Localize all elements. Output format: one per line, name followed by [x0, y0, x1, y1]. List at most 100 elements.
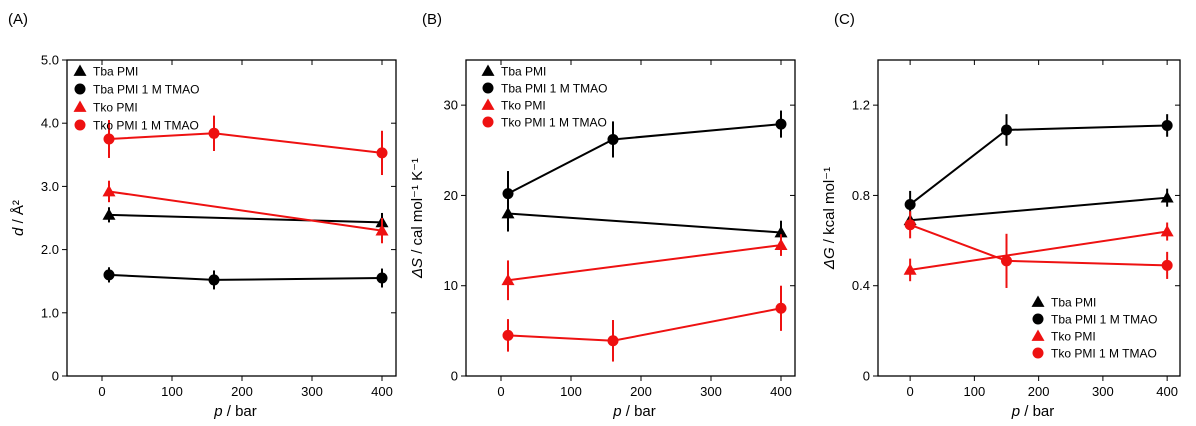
data-point	[208, 127, 220, 139]
legend-marker	[73, 100, 87, 112]
legend: Tba PMI Tba PMI 1 M TMAO Tko PMI Tko PMI 1 …	[73, 64, 199, 133]
legend-marker	[1031, 295, 1045, 307]
panel-a: (A) 0 100 200 300 400 0 1.0 2.0 3.0 4.0 5.0 p / bar d…	[8, 11, 397, 420]
data-point	[903, 263, 917, 275]
x-tick-label: 300	[301, 384, 323, 399]
legend-marker	[482, 82, 494, 94]
y-tick-label: 10	[444, 278, 458, 293]
series-line	[909, 124, 1168, 206]
x-tick-label: 300	[700, 384, 722, 399]
legend-entry: Tko PMI 1 M TMAO	[1051, 347, 1157, 361]
y-tick-label: 0.4	[852, 278, 870, 293]
series-2	[102, 180, 389, 244]
y-axis-variable: ΔG	[821, 247, 838, 270]
data-point	[904, 198, 916, 210]
x-axis-label: p / bar	[1011, 403, 1055, 420]
series-2	[903, 222, 1174, 282]
legend: Tba PMI Tba PMI 1 M TMAO Tko PMI Tko PMI 1 …	[1031, 295, 1157, 361]
x-axis-variable: p	[612, 403, 621, 420]
series-line	[507, 244, 782, 282]
legend-entry: Tba PMI	[1051, 296, 1096, 310]
y-tick-label: 0	[451, 369, 458, 384]
series-line	[910, 196, 1168, 222]
x-tick-label: 100	[161, 384, 183, 399]
y-axis-variable: d	[10, 227, 27, 236]
data-point	[376, 147, 388, 159]
legend-entry: Tko PMI	[501, 99, 546, 113]
legend-entry: Tko PMI	[93, 101, 138, 115]
x-tick-label: 100	[560, 384, 582, 399]
data-point	[376, 272, 388, 284]
data-point	[501, 273, 515, 286]
x-axis-unit: / bar	[223, 403, 257, 420]
series-3	[103, 115, 388, 176]
plot-frame	[877, 59, 1181, 377]
legend-marker	[481, 98, 495, 110]
data-point	[775, 302, 787, 314]
data-point	[1160, 191, 1174, 203]
series-3	[904, 211, 1173, 288]
y-axis-label: ΔS / cal mol⁻¹ K⁻¹	[409, 158, 426, 279]
x-tick-label: 400	[770, 384, 792, 399]
x-axis-variable: p	[213, 403, 222, 420]
data-point	[208, 274, 220, 286]
data-point	[502, 329, 514, 341]
legend-marker	[481, 64, 495, 76]
x-tick-label: 0	[497, 384, 504, 399]
series-line	[909, 223, 1168, 267]
data-point	[102, 184, 116, 197]
data-point	[375, 224, 389, 236]
y-axis-unit: / cal mol⁻¹ K⁻¹	[409, 158, 426, 258]
x-axis-unit: / bar	[622, 403, 656, 420]
series-0	[903, 188, 1174, 226]
legend-marker	[482, 116, 494, 128]
y-axis-unit: / kcal mol⁻¹	[821, 167, 838, 247]
y-axis-variable: ΔS	[409, 258, 426, 279]
series-line	[108, 273, 383, 281]
x-tick-label: 200	[630, 384, 652, 399]
series-3	[502, 285, 787, 362]
legend-marker	[73, 64, 87, 76]
x-tick-label: 0	[907, 384, 914, 399]
y-tick-label: 0	[863, 369, 870, 384]
data-point	[1161, 119, 1173, 131]
series-2	[501, 234, 788, 301]
legend-entry: Tba PMI	[93, 65, 138, 79]
y-tick-label: 1.0	[41, 305, 59, 320]
data-point	[904, 219, 916, 231]
legend-marker	[74, 119, 86, 131]
plot-frame	[465, 59, 796, 377]
panel-b: (B) 0 100 200 300 400 0 10 20 30 p / bar ΔS / cal m…	[409, 11, 796, 420]
y-tick-label: 5.0	[41, 53, 59, 68]
x-tick-label: 0	[98, 384, 105, 399]
legend-entry: Tko PMI 1 M TMAO	[93, 119, 199, 133]
y-tick-label: 20	[444, 188, 458, 203]
y-tick-label: 30	[444, 98, 458, 113]
series-line	[108, 132, 383, 154]
series-0	[102, 207, 389, 232]
series-0	[501, 195, 788, 245]
y-tick-label: 1.2	[852, 98, 870, 113]
y-axis-label: ΔG / kcal mol⁻¹	[821, 167, 838, 270]
x-axis-unit: / bar	[1020, 403, 1054, 420]
data-point	[775, 118, 787, 130]
legend-entry: Tko PMI 1 M TMAO	[501, 116, 607, 130]
x-axis-label: p / bar	[213, 403, 257, 420]
data-point	[607, 133, 619, 145]
data-point	[607, 335, 619, 347]
data-point	[502, 188, 514, 200]
legend-entry: Tba PMI 1 M TMAO	[501, 82, 607, 96]
legend-marker	[74, 83, 86, 95]
panel-label: (C)	[834, 11, 855, 28]
data-point	[774, 225, 788, 238]
y-tick-label: 4.0	[41, 116, 59, 131]
x-tick-label: 100	[964, 384, 986, 399]
plot-frame	[66, 59, 397, 377]
y-tick-label: 0	[52, 369, 59, 384]
legend-marker	[1031, 329, 1045, 341]
data-point	[1161, 259, 1173, 271]
data-point	[103, 133, 115, 145]
y-axis-label: d / Å²	[10, 200, 27, 236]
x-axis-label: p / bar	[612, 403, 656, 420]
